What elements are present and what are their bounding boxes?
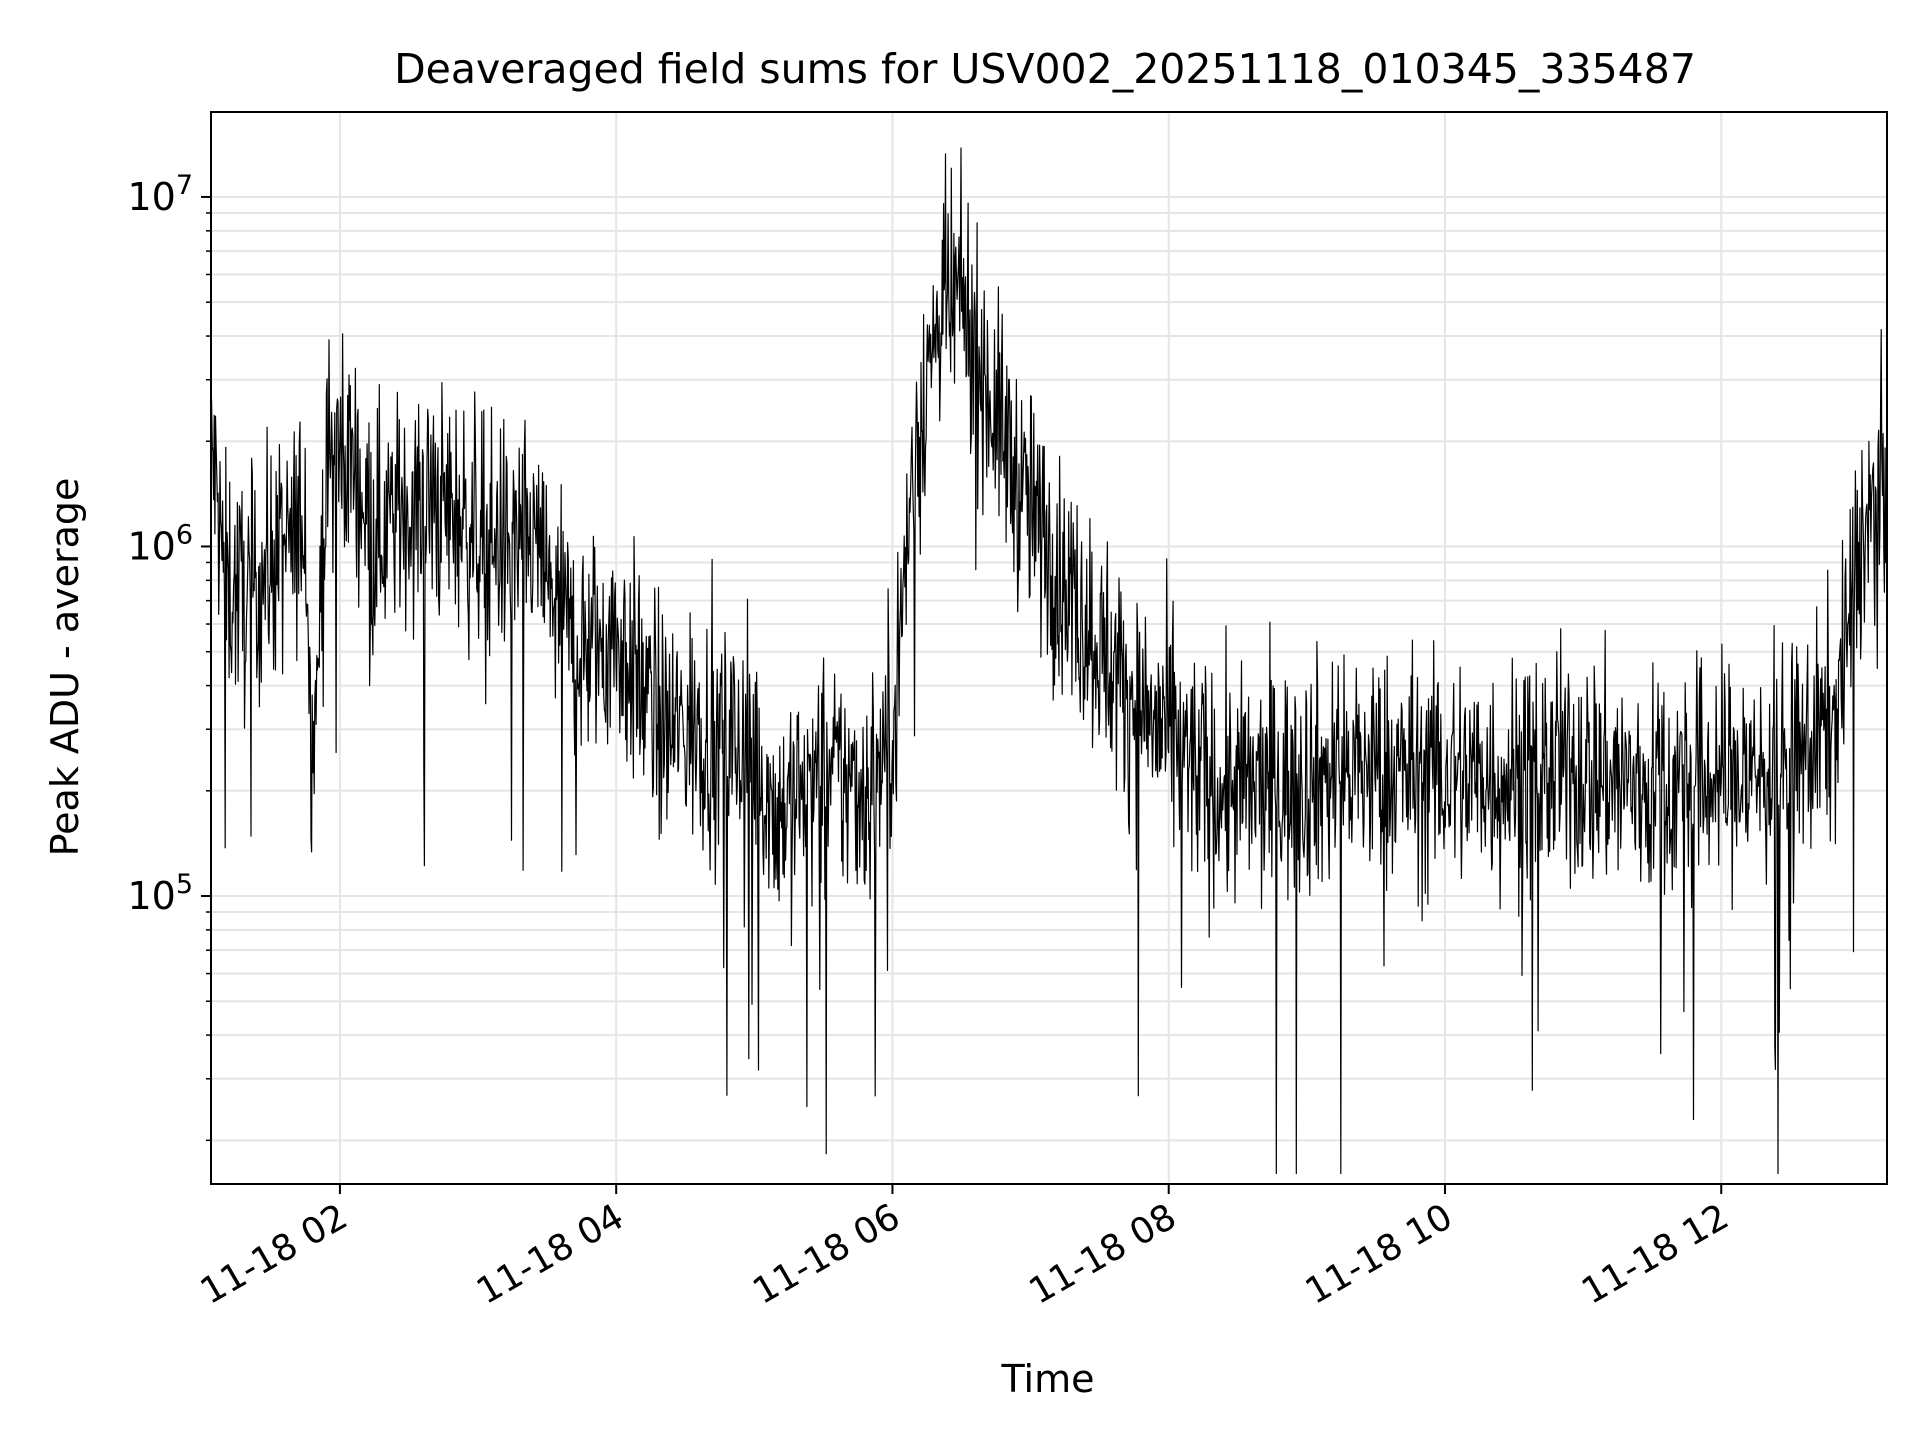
- x-axis-label: Time: [1001, 1357, 1095, 1401]
- y-tick-label: 107: [127, 170, 193, 219]
- y-tick-base: 10: [127, 874, 175, 918]
- series-line: [210, 147, 1888, 1175]
- y-tick-exponent: 7: [176, 170, 193, 201]
- y-tick-exponent: 5: [176, 869, 193, 900]
- plot-frame: [210, 111, 1888, 1185]
- y-tick-label: 105: [127, 869, 193, 918]
- y-tick-base: 10: [127, 524, 175, 568]
- y-grid-lines: [211, 195, 1887, 1142]
- y-tick-base: 10: [127, 175, 175, 219]
- y-tick-exponent: 6: [176, 519, 193, 550]
- y-tick-label: 106: [127, 519, 193, 568]
- y-axis-label: Peak ADU - average: [43, 478, 87, 857]
- chart-title: Deaveraged field sums for USV002_2025111…: [394, 45, 1696, 93]
